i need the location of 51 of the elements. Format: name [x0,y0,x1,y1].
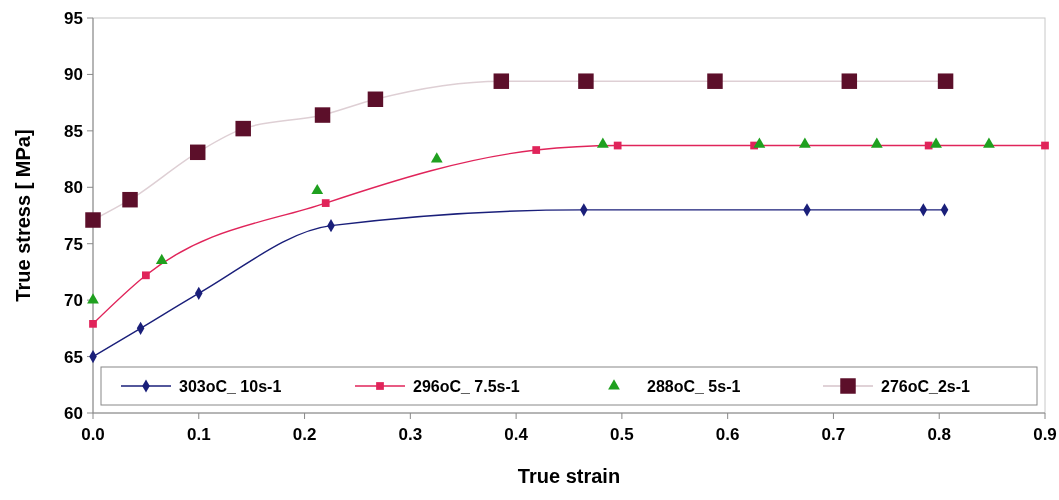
point [89,319,97,328]
x-tick-label: 0.5 [610,425,634,444]
point [122,191,138,208]
y-tick-label: 90 [64,65,83,85]
point [707,73,723,89]
legend-label: 296oC_ 7.5s-1 [413,378,520,395]
y-tick-label: 70 [64,291,83,311]
point [753,137,766,148]
point [87,293,99,304]
point [870,137,883,148]
legend-label: 303oC_ 10s-1 [179,378,282,395]
x-tick-label: 0.0 [81,425,105,444]
x-tick-label: 0.9 [1033,425,1057,444]
x-axis-title: True strain [517,465,621,487]
point [532,146,541,154]
y-tick-label: 95 [64,9,83,28]
point [930,137,942,148]
y-axis-title: True stress [ MPa] [12,129,34,302]
point [1041,141,1049,150]
x-tick-label: 0.7 [821,425,846,444]
point [235,120,251,137]
point [937,73,954,89]
x-tick-label: 0.3 [398,425,423,444]
point [613,141,622,150]
point [155,253,168,265]
point [841,73,858,89]
x-tick-label: 0.6 [715,425,740,444]
point [493,73,510,89]
y-tick-label: 80 [64,178,83,198]
y-tick-label: 60 [64,404,83,423]
point [430,152,443,163]
x-tick-label: 0.2 [292,425,317,444]
point [578,73,594,89]
point [142,271,150,280]
x-tick-label: 0.4 [504,425,529,444]
x-tick-label: 0.1 [186,425,211,444]
point [367,91,384,107]
point [321,199,330,207]
point [189,144,206,161]
x-tick-label: 0.8 [927,425,952,444]
y-tick-label: 85 [64,121,83,141]
point [983,137,995,148]
point [85,212,101,228]
legend-label: 276oC_2s-1 [881,378,971,395]
y-tick-label: 75 [64,234,83,254]
point [596,137,609,148]
point [314,107,331,123]
point [311,183,324,195]
legend-label: 288oC_ 5s-1 [647,378,741,395]
y-tick-label: 65 [64,347,83,367]
point [799,137,811,148]
